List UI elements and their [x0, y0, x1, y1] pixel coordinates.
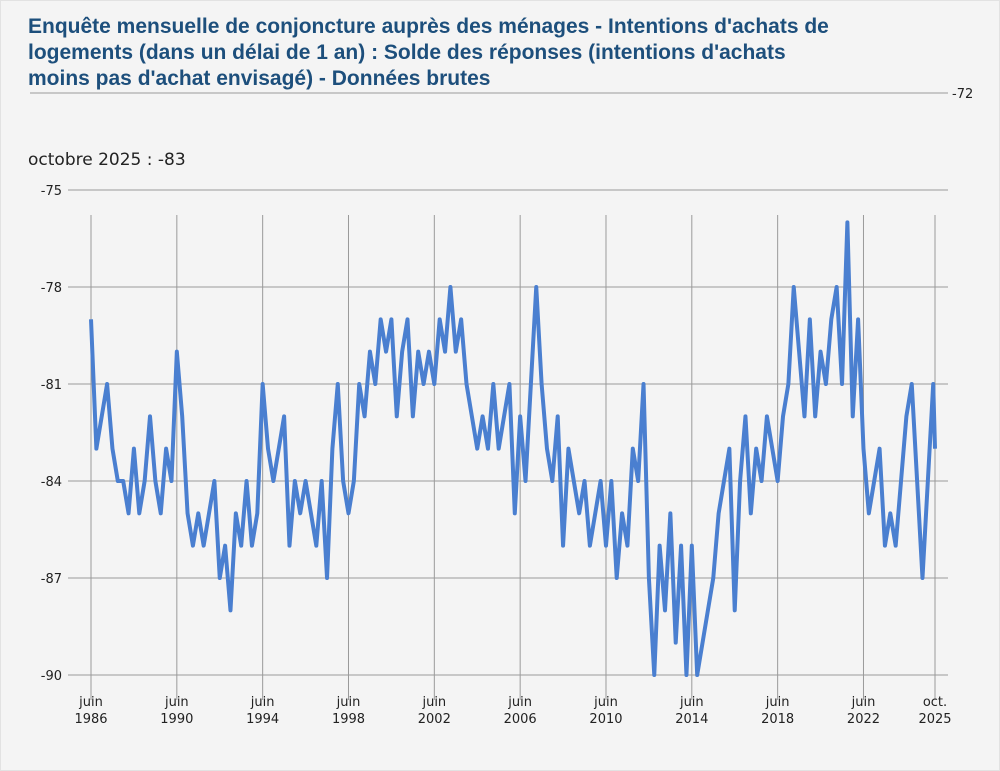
- x-tick-label: juin: [593, 695, 618, 710]
- x-tick-label: 1990: [160, 712, 193, 727]
- x-tick-label: 2006: [504, 712, 537, 727]
- latest-value: octobre 2025 : -83: [28, 150, 186, 170]
- x-tick-label: 1998: [332, 712, 365, 727]
- x-tick-label: 1986: [74, 712, 107, 727]
- x-tick-label: juin: [507, 695, 532, 710]
- x-tick-label: juin: [164, 695, 189, 710]
- y-tick-label: -78: [41, 281, 62, 296]
- x-tick-label: 2002: [418, 712, 451, 727]
- x-tick-label: 2018: [761, 712, 794, 727]
- x-tick-label: juin: [679, 695, 704, 710]
- x-tick-label: 2022: [847, 712, 880, 727]
- x-tick-label: 2025: [918, 712, 951, 727]
- x-tick-label: juin: [336, 695, 361, 710]
- chart-title: Enquête mensuelle de conjoncture auprès …: [28, 15, 829, 90]
- y-tick-label: -87: [41, 572, 62, 587]
- x-tick-label: juin: [851, 695, 876, 710]
- x-tick-label: oct.: [923, 695, 947, 710]
- y-tick-label: -84: [41, 475, 62, 490]
- x-tick-label: juin: [250, 695, 275, 710]
- y-tick-label: -90: [41, 669, 62, 684]
- y-tick-label: -81: [41, 378, 62, 393]
- x-tick-label: 1994: [246, 712, 279, 727]
- series-line: [89, 220, 937, 677]
- y-tick-label: -72: [952, 87, 973, 102]
- x-tick-label: juin: [421, 695, 446, 710]
- y-tick-label: -75: [41, 184, 62, 199]
- x-tick-label: juin: [765, 695, 790, 710]
- x-tick-label: juin: [78, 695, 103, 710]
- x-tick-label: 2014: [675, 712, 708, 727]
- x-tick-label: 2010: [589, 712, 622, 727]
